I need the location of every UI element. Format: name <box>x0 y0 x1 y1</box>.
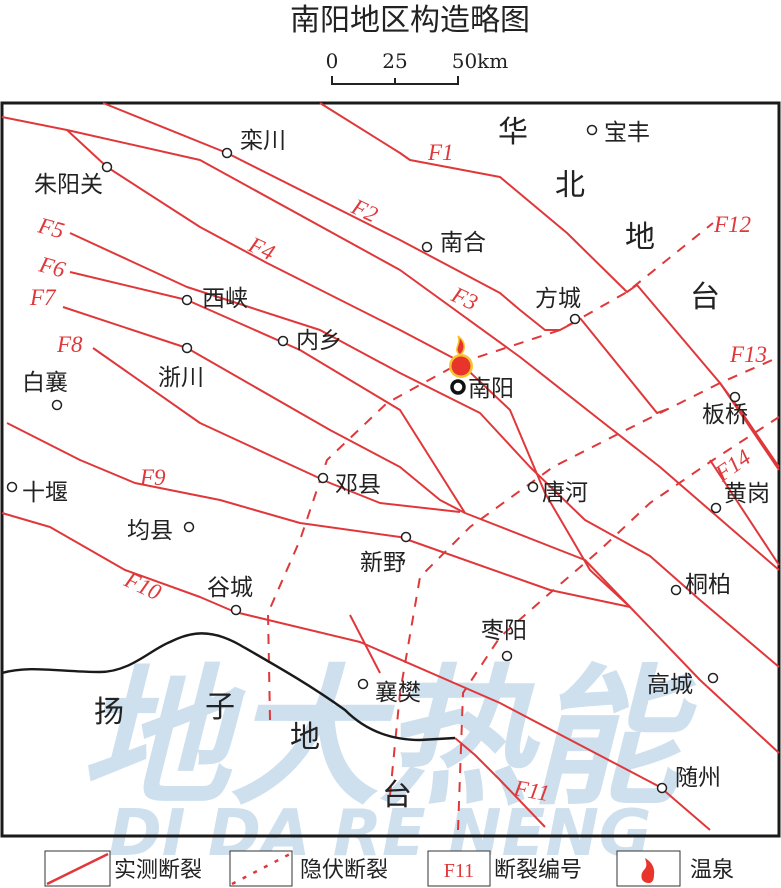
label-f2: F2 <box>347 193 382 227</box>
place-shiyan: 十堰 <box>22 480 68 506</box>
fault-f4 <box>66 129 780 754</box>
place-tanghe: 唐河 <box>542 480 588 506</box>
region-north-3: 地 <box>625 220 655 255</box>
towns: 栾川 朱阳关 宝丰 南合 方城 西峡 内乡 浙川 白襄 南阳 十堰 邓县 唐河 … <box>6 120 770 794</box>
legend-solid-line-icon <box>46 852 109 886</box>
fault-fangcheng <box>579 317 669 414</box>
concealed-faults <box>266 222 780 831</box>
place-xiangfan: 襄樊 <box>375 680 421 706</box>
legend-fault-number-sample: F11 <box>444 860 474 882</box>
fault-right <box>709 459 780 566</box>
place-zaoyang: 枣阳 <box>481 618 527 644</box>
place-xichuan: 浙川 <box>158 365 204 391</box>
label-f9: F9 <box>139 465 166 490</box>
region-south-2: 子 <box>205 690 235 725</box>
scale-tick-50: 50km <box>452 49 509 73</box>
place-banqiao: 板桥 <box>702 402 748 428</box>
label-f13: F13 <box>729 342 767 367</box>
legend-measured-fault: 实测断裂 <box>114 858 202 883</box>
label-f8: F8 <box>56 332 83 357</box>
fault-f3 <box>1 116 780 571</box>
place-nanhe: 南合 <box>440 230 486 256</box>
fault-f5 <box>69 232 780 668</box>
label-f3: F3 <box>447 281 482 315</box>
region-south-3: 地 <box>290 720 320 755</box>
region-south-4: 台 <box>382 778 412 813</box>
watermark: 地大热能 DI DA RE NENG <box>80 652 697 871</box>
fault-f12 <box>266 222 714 721</box>
map-title: 南阳地区构造略图 <box>290 3 530 38</box>
scale-tick-25: 25 <box>382 49 407 73</box>
legend-hot-spring: 温泉 <box>690 858 734 883</box>
place-baofeng: 宝丰 <box>604 120 650 146</box>
place-baixiang: 白襄 <box>22 370 68 396</box>
place-xixia: 西峡 <box>202 286 248 312</box>
region-north-2: 北 <box>555 168 585 203</box>
place-junxian: 均县 <box>127 518 173 544</box>
label-f12: F12 <box>713 212 751 237</box>
fault-f11 <box>454 737 546 828</box>
fault-f8 <box>92 347 461 513</box>
legend-fault-number: 断裂编号 <box>494 858 582 883</box>
scale-tick-0: 0 <box>326 49 339 73</box>
label-f10: F10 <box>120 566 166 605</box>
place-gaocheng: 高城 <box>647 672 693 698</box>
fault-banqiao <box>719 382 780 468</box>
scale-bar: 0 25 50km <box>326 49 509 85</box>
hot-spring-icon <box>449 335 473 378</box>
label-f5: F5 <box>35 212 67 243</box>
watermark-en: DI DA RE NENG <box>109 797 652 871</box>
place-nanyang: 南阳 <box>468 376 514 402</box>
legend-concealed-fault: 隐伏断裂 <box>300 858 388 883</box>
fault-f9 <box>6 422 631 608</box>
region-labels: 华 北 地 台 扬 子 地 台 <box>94 115 720 813</box>
label-f4: F4 <box>244 231 279 265</box>
place-xinye: 新野 <box>360 550 406 576</box>
label-f6: F6 <box>36 251 69 282</box>
place-neixiang: 内乡 <box>296 328 342 354</box>
fault-f13 <box>389 356 780 796</box>
place-tongbai: 桐柏 <box>685 572 731 598</box>
watermark-cn: 地大热能 <box>80 652 697 826</box>
place-luanchuan: 栾川 <box>240 128 286 154</box>
place-huanggang: 黄岗 <box>724 481 770 507</box>
label-f1: F1 <box>427 140 454 165</box>
region-south-1: 扬 <box>94 695 124 730</box>
label-f7: F7 <box>29 285 57 310</box>
place-gucheng: 谷城 <box>207 575 253 601</box>
region-north-1: 华 <box>498 115 528 150</box>
place-fangcheng: 方城 <box>535 286 581 312</box>
fault-f1 <box>319 102 780 471</box>
region-north-4: 台 <box>690 280 720 315</box>
fault-f7 <box>62 306 466 514</box>
place-dengxian: 邓县 <box>335 472 381 498</box>
legend: 实测断裂 隐伏断裂 F11 断裂编号 温泉 <box>44 850 734 887</box>
legend-hot-spring-icon <box>641 858 655 883</box>
block-boundary <box>1 632 456 742</box>
place-zhuyangguan: 朱阳关 <box>34 172 103 198</box>
place-suizhou: 随州 <box>675 765 721 791</box>
label-f11: F11 <box>511 775 551 806</box>
fault-xiangfan <box>349 614 381 674</box>
